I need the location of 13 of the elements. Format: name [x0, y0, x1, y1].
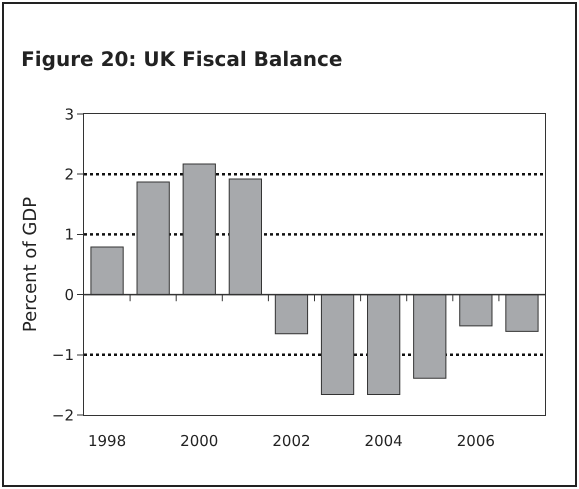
x-tick-label: 1998 [88, 432, 126, 450]
x-tick-label: 2006 [456, 432, 495, 450]
x-tick-label: 2004 [364, 432, 403, 450]
y-tick-label: 2 [64, 165, 74, 184]
y-tick-label: −2 [52, 406, 74, 424]
x-tick-label: 2002 [272, 432, 311, 450]
y-axis-title: Percent of GDP [20, 196, 42, 332]
y-tick-label: 3 [64, 105, 74, 124]
x-tick-label: 2000 [180, 432, 218, 450]
y-tick-label: 0 [64, 286, 74, 304]
y-tick-label: 1 [64, 226, 74, 244]
y-tick-label: −1 [52, 346, 74, 364]
chart-title: Figure 20: UK Fiscal Balance [21, 47, 342, 72]
